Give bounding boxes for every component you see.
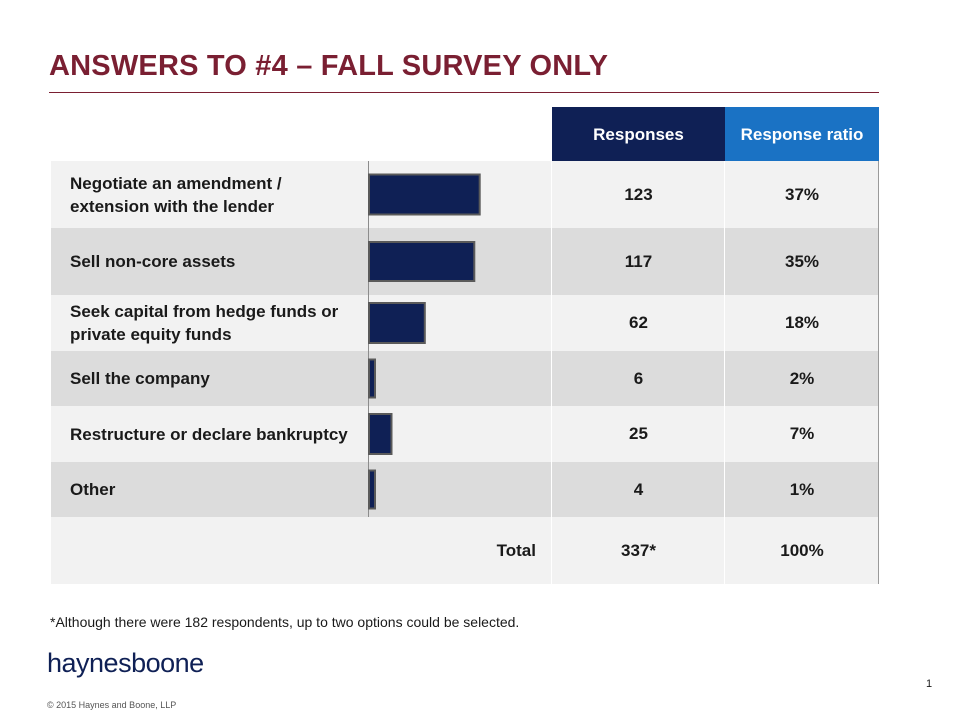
column-separator [551, 161, 552, 584]
table-right-edge [878, 161, 879, 584]
logo-part-boone: boone [131, 648, 204, 678]
total-label: Total [496, 540, 536, 560]
haynesboone-logo: haynesboone [47, 648, 204, 679]
table-row: Sell the company 6 2% [51, 351, 879, 406]
response-ratio-value: 1% [789, 479, 815, 499]
row-label: Sell the company [70, 369, 210, 388]
response-ratio-column-header: Response ratio [725, 107, 879, 161]
response-ratio-value: 35% [784, 251, 820, 271]
response-ratio-value: 7% [789, 424, 815, 443]
total-row: Total 337* 100% [51, 517, 879, 584]
responses-value: 4 [633, 479, 644, 499]
responses-value: 117 [624, 251, 653, 271]
footnote: *Although there were 182 respondents, up… [50, 614, 520, 630]
responses-value: 62 [629, 313, 648, 332]
responses-value: 6 [633, 368, 644, 388]
responses-column-header: Responses [552, 107, 725, 161]
page-number: 1 [926, 678, 933, 690]
row-label: Seek capital from hedge funds or private… [70, 302, 339, 344]
table-row: Seek capital from hedge funds or private… [51, 295, 879, 351]
response-ratio-value: 18% [784, 313, 820, 332]
column-separator [724, 161, 725, 584]
logo-part-haynes: haynes [47, 648, 132, 678]
row-label: Restructure or declare bankruptcy [70, 424, 348, 444]
response-ratio-value: 2% [789, 368, 815, 388]
response-ratio-value: 37% [784, 184, 820, 204]
row-label: Other [70, 480, 116, 499]
table-row: Other 4 1% [51, 462, 879, 517]
table-row: Negotiate an amendment / extension with … [51, 161, 879, 228]
row-label: Sell non-core assets [70, 252, 236, 271]
page-title: ANSWERS TO #4 – FALL SURVEY ONLY [49, 50, 609, 82]
bar-axis-line [368, 161, 369, 517]
title-divider [49, 92, 879, 93]
responses-value: 123 [624, 184, 653, 204]
copyright: © 2015 Haynes and Boone, LLP [47, 700, 177, 710]
table-row: Restructure or declare bankruptcy 25 7% [51, 406, 879, 462]
responses-value: 25 [629, 424, 648, 443]
table-row: Sell non-core assets 117 35% [51, 228, 879, 295]
row-label: Negotiate an amendment / extension with … [70, 173, 282, 216]
total-ratio: 100% [780, 540, 824, 560]
total-responses: 337* [621, 540, 656, 560]
